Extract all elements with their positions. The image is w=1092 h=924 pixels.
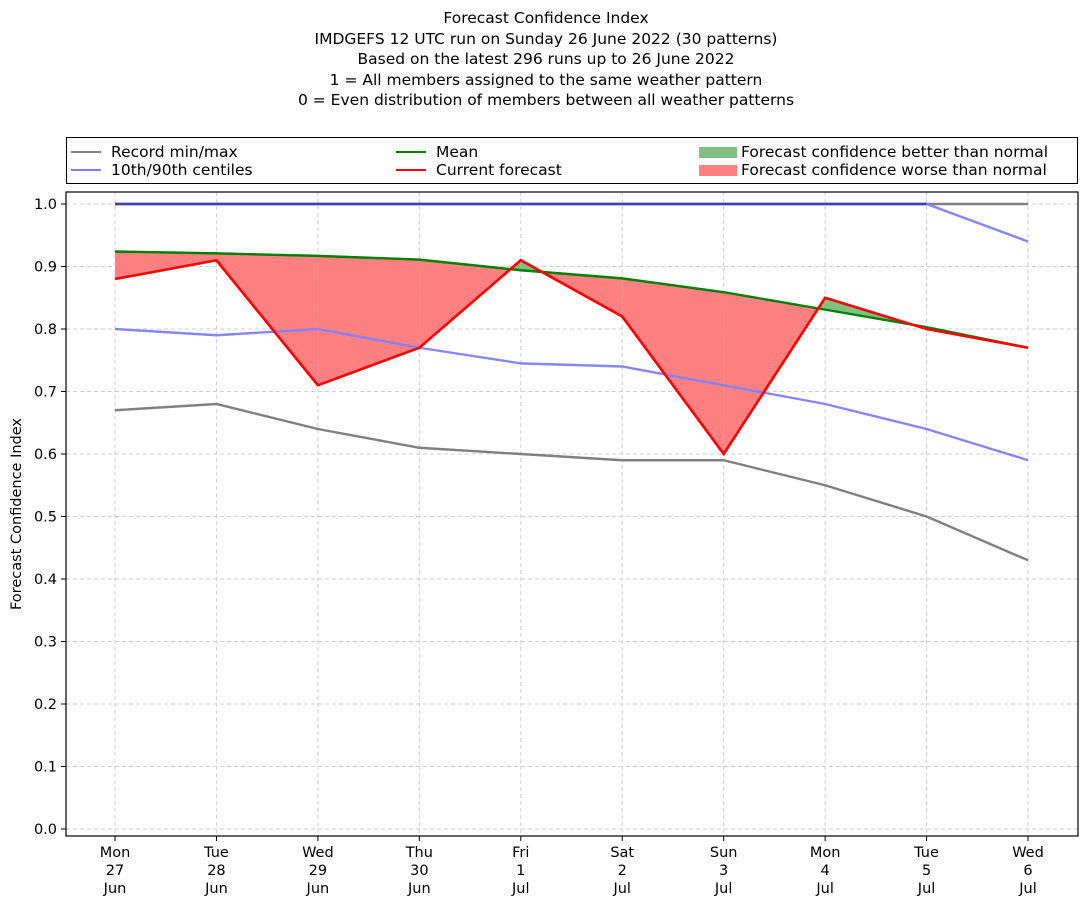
x-tick-label: 4 xyxy=(820,863,829,879)
plot-frame xyxy=(65,191,1079,837)
y-tick-label: 0.4 xyxy=(34,572,57,588)
y-tick-label: 0.7 xyxy=(34,385,57,401)
grid-lines xyxy=(66,192,1078,836)
x-tick-label: 3 xyxy=(719,863,728,879)
x-tick-label: 2 xyxy=(618,863,627,879)
fill-worse-than-normal xyxy=(723,292,819,454)
x-tick-label: Jul xyxy=(714,881,733,897)
legend-swatch-mean xyxy=(396,151,426,153)
legend-item-record: Record min/max xyxy=(71,143,238,161)
legend-label-centiles: 10th/90th centiles xyxy=(111,161,253,179)
y-tick-label: 0.1 xyxy=(34,760,57,776)
x-tick-label: 28 xyxy=(207,863,225,879)
chart-subtitle-scale-one: 1 = All members assigned to the same wea… xyxy=(329,70,763,89)
x-tick-label: Jun xyxy=(407,881,431,897)
chart-subtitle-based-on: Based on the latest 296 runs up to 26 Ju… xyxy=(357,50,735,68)
legend-item-worse: Forecast confidence worse than normal xyxy=(699,161,1047,179)
legend-swatch-current xyxy=(396,169,426,171)
x-axis-ticks: Mon 27 Jun Tue 28 Jun Wed 29 Jun Thu 30 Jun Fri 1 Jul S… xyxy=(100,836,1044,897)
x-tick-label: Jul xyxy=(815,881,834,897)
line-10th-centile xyxy=(114,327,1029,462)
x-tick-label: Jul xyxy=(1018,881,1037,897)
legend-item-mean: Mean xyxy=(396,143,478,161)
y-tick-label: 0.8 xyxy=(34,322,57,338)
legend-swatch-worse xyxy=(699,164,737,176)
x-tick-label: 5 xyxy=(922,863,931,879)
chart-subtitle-scale-zero: 0 = Even distribution of members between… xyxy=(297,91,795,109)
legend-item-current: Current forecast xyxy=(396,161,562,179)
chart-title-block: Forecast Confidence Index IMDGEFS 12 UTC… xyxy=(0,8,1092,111)
chart-title: Forecast Confidence Index xyxy=(443,9,649,27)
y-axis-label: Forecast Confidence Index xyxy=(9,418,25,610)
x-tick-label: Wed xyxy=(1012,845,1044,861)
y-tick-label: 0.5 xyxy=(34,510,57,526)
legend-item-centiles: 10th/90th centiles xyxy=(71,161,253,179)
fill-worse-than-normal xyxy=(419,259,511,348)
x-tick-label: Jul xyxy=(511,881,530,897)
legend-label-current: Current forecast xyxy=(436,161,562,179)
x-tick-label: Jul xyxy=(917,881,936,897)
y-tick-label: 0.6 xyxy=(34,447,57,463)
x-tick-label: Mon xyxy=(810,845,841,861)
x-tick-label: Thu xyxy=(405,845,433,861)
y-tick-label: 0.2 xyxy=(34,697,57,713)
chart-subtitle-run: IMDGEFS 12 UTC run on Sunday 26 June 202… xyxy=(314,29,778,48)
x-tick-label: 27 xyxy=(106,863,124,879)
fill-worse-than-normal xyxy=(115,251,217,279)
confidence-fills xyxy=(115,251,1028,454)
y-axis-ticks: 0.0 0.1 0.2 0.3 0.4 0.5 0.6 0.7 0.8 0.9 1.0 xyxy=(34,197,66,838)
fill-worse-than-normal xyxy=(622,278,724,454)
fill-worse-than-normal xyxy=(317,255,420,386)
line-record-min xyxy=(114,402,1029,562)
legend-swatch-better xyxy=(699,146,737,158)
x-tick-label: Jul xyxy=(612,881,631,897)
line-current-forecast xyxy=(114,258,1029,457)
legend-label-better: Forecast confidence better than normal xyxy=(741,143,1049,161)
x-tick-label: 29 xyxy=(309,863,327,879)
x-tick-label: Jun xyxy=(103,881,127,897)
y-tick-label: 0.9 xyxy=(34,260,57,276)
line-mean xyxy=(114,250,1029,349)
legend-swatch-record xyxy=(71,151,101,153)
x-tick-label: Mon xyxy=(100,845,131,861)
legend-label-record: Record min/max xyxy=(111,143,238,161)
chart-legend: Record min/max 10th/90th centiles Mean C… xyxy=(66,137,1078,184)
series-lines xyxy=(114,202,1029,562)
y-tick-label: 1.0 xyxy=(34,197,57,213)
line-90th-centile xyxy=(115,202,1029,243)
y-tick-label: 0.3 xyxy=(34,635,57,651)
x-tick-label: Jun xyxy=(306,881,330,897)
x-tick-label: 6 xyxy=(1023,863,1032,879)
legend-label-mean: Mean xyxy=(436,143,479,161)
x-tick-label: Sun xyxy=(710,845,738,861)
x-tick-label: Jun xyxy=(204,881,228,897)
x-tick-label: 30 xyxy=(410,863,428,879)
x-tick-label: Sat xyxy=(610,845,634,861)
x-tick-label: Tue xyxy=(203,845,229,861)
y-tick-label: 0.0 xyxy=(34,822,57,838)
legend-label-worse: Forecast confidence worse than normal xyxy=(741,161,1047,179)
x-tick-label: Wed xyxy=(302,845,334,861)
x-tick-label: Fri xyxy=(512,845,529,861)
x-tick-label: 1 xyxy=(516,863,525,879)
x-tick-label: Tue xyxy=(913,845,939,861)
legend-item-better: Forecast confidence better than normal xyxy=(699,143,1048,161)
legend-swatch-centiles xyxy=(71,169,101,171)
